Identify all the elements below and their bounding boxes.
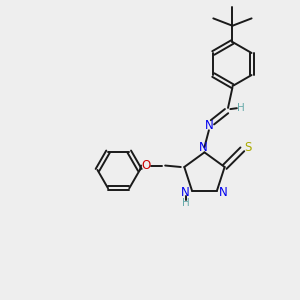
Text: N: N: [181, 186, 190, 199]
Text: N: N: [205, 119, 213, 132]
Text: N: N: [219, 186, 228, 199]
Text: H: H: [236, 103, 244, 113]
Text: H: H: [182, 198, 189, 208]
Text: O: O: [141, 159, 151, 172]
Text: S: S: [244, 141, 252, 154]
Text: N: N: [199, 141, 207, 154]
